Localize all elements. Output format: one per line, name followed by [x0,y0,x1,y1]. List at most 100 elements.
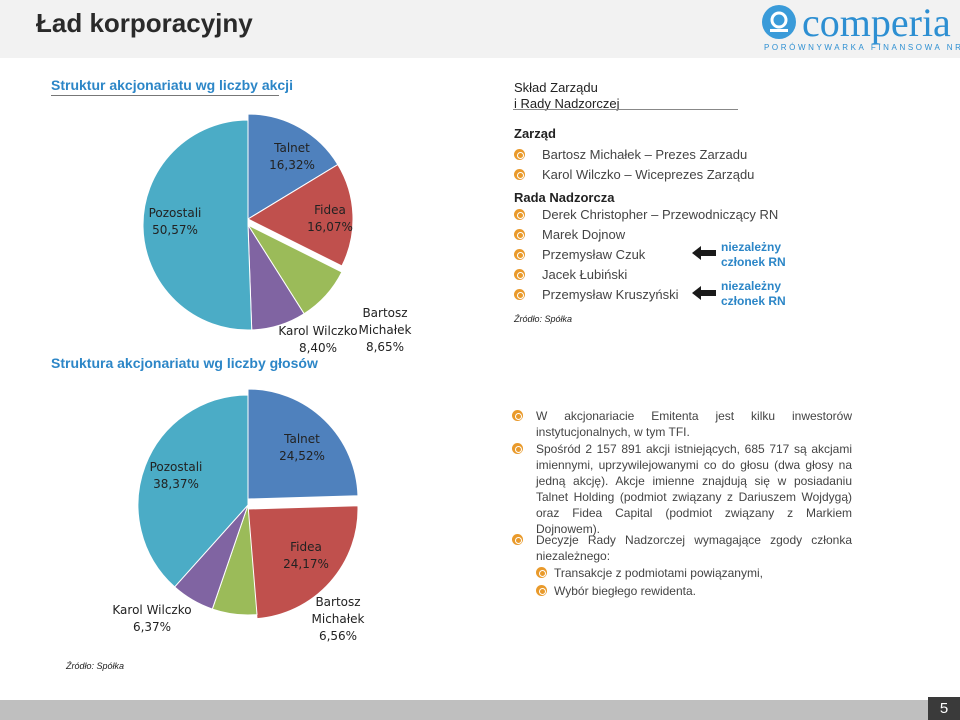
pie2-label-pozostali: Pozostali 38,37% [144,459,208,493]
supervisory-item-text: Przemysław Czuk [542,247,646,262]
info-item: Spośród 2 157 891 akcji istniejących, 68… [512,441,852,537]
info-item-text: Decyzje Rady Nadzorczej wymagające zgody… [536,533,852,563]
pie1-label-bartosz-value: 8,65% [365,340,405,354]
header-bar [0,0,960,58]
bullet-icon [536,585,547,596]
pie2-label-talnet-name: Talnet [284,432,320,446]
pie1-label-pozostali: Pozostali 50,57% [143,205,207,239]
bullet-icon [514,169,525,180]
pie2-label-bartosz-value: 6,56% [318,629,358,643]
pie2-label-wilczko-name: Karol Wilczko [112,603,192,617]
info-subitem: Wybór biegłego rewidenta. [536,583,836,599]
pie1-label-bartosz: Bartosz Michałek 8,65% [350,305,420,356]
supervisory-item: Derek Christopher – Przewodniczący RN [514,207,778,222]
info-subitem-text: Wybór biegłego rewidenta. [554,584,696,598]
pie1-label-bartosz-name1: Bartosz [362,306,408,320]
independent-label-line2: członek RN [721,294,786,308]
info-item: Decyzje Rady Nadzorczej wymagające zgody… [512,532,852,564]
independent-label-line1: niezależny [721,279,782,293]
arrow-left-icon [692,286,716,300]
management-item-text: Karol Wilczko – Wiceprezes Zarządu [542,167,755,182]
pie1-label-talnet-name: Talnet [274,141,310,155]
pie1-label-wilczko-value: 8,40% [298,341,338,355]
supervisory-item-text: Jacek Łubiński [542,267,628,282]
pie2-label-wilczko: Karol Wilczko 6,37% [107,602,197,636]
shares-chart-title: Struktur akcjonariatu wg liczby akcji [51,77,293,93]
board-source: Źródło: Spółka [514,314,573,324]
pie2-label-fidea-name: Fidea [290,540,322,554]
pie1-label-wilczko: Karol Wilczko 8,40% [273,323,363,357]
footer-bar [0,700,960,720]
shares-title-underline [51,95,279,96]
bullet-icon [514,249,525,260]
pie2-label-bartosz-name2: Michałek [311,612,365,626]
bullet-icon [514,209,525,220]
pie2-label-wilczko-value: 6,37% [132,620,172,634]
shares-pie-slice-pozostali [142,119,253,331]
info-item-text: Spośród 2 157 891 akcji istniejących, 68… [536,442,852,536]
info-block: W akcjonariacie Emitenta jest kilku inwe… [512,408,852,608]
pie2-label-bartosz: Bartosz Michałek 6,56% [303,594,373,645]
supervisory-item: Przemysław Kruszyński [514,287,679,302]
pie1-label-pozostali-name: Pozostali [148,206,202,220]
pie2-label-fidea-value: 24,17% [283,557,329,571]
pie1-label-wilczko-name: Karol Wilczko [278,324,358,338]
comperia-logo[interactable]: comperia PORÓWNYWARKA FINANSOWA NR 1 [760,0,960,55]
logo-tagline: PORÓWNYWARKA FINANSOWA NR 1 [764,43,960,52]
board-heading-line1: Skład Zarządu [514,80,598,95]
bullet-icon [512,410,523,421]
shares-pie-slice-fidea [246,163,354,267]
bullet-icon [512,443,523,454]
pie2-label-fidea: Fidea 24,17% [276,539,336,573]
management-item-text: Bartosz Michałek – Prezes Zarzadu [542,147,748,162]
supervisory-title: Rada Nadzorcza [514,190,615,205]
management-title: Zarząd [514,126,556,141]
pie2-label-pozostali-value: 38,37% [153,477,199,491]
supervisory-item: Jacek Łubiński [514,267,627,282]
pie2-label-bartosz-name1: Bartosz [315,595,361,609]
pie1-label-fidea-name: Fidea [314,203,346,217]
pie1-label-fidea: Fidea 16,07% [300,202,360,236]
supervisory-item-text: Derek Christopher – Przewodniczący RN [542,207,779,222]
management-item: Bartosz Michałek – Prezes Zarzadu [514,147,747,162]
independent-label-line1: niezależny [721,240,782,254]
pie2-label-pozostali-name: Pozostali [149,460,203,474]
pie1-label-fidea-value: 16,07% [307,220,353,234]
info-subitem-text: Transakcje z podmiotami powiązanymi, [554,566,763,580]
comperia-logo-icon [762,5,796,39]
pie1-label-bartosz-name2: Michałek [358,323,412,337]
bullet-icon [514,149,525,160]
votes-chart-title: Struktura akcjonariatu wg liczby głosów [51,355,318,371]
shares-pie-slice-talnet [247,113,339,220]
pie2-label-talnet-value: 24,52% [279,449,325,463]
votes-pie-slice-pozostali [137,394,249,588]
page-title: Ład korporacyjny [36,8,253,38]
independent-label-line2: członek RN [721,255,786,269]
independent-member-label-2: niezależny członek RN [721,279,786,309]
info-subitem: Transakcje z podmiotami powiązanymi, [536,565,836,581]
votes-pie-slice-fidea [247,505,359,620]
pie1-label-pozostali-value: 50,57% [152,223,198,237]
page-number: 5 [928,697,960,720]
pie2-label-talnet: Talnet 24,52% [272,431,332,465]
bullet-icon [512,534,523,545]
footer-source: Źródło: Spółka [66,661,125,671]
independent-member-label-1: niezależny członek RN [721,240,786,270]
pie1-label-talnet-value: 16,32% [269,158,315,172]
supervisory-item: Marek Dojnow [514,227,625,242]
board-heading-line2: i Rady Nadzorczej [514,96,620,111]
arrow-left-icon [692,246,716,260]
info-item: W akcjonariacie Emitenta jest kilku inwe… [512,408,852,440]
board-heading: Skład Zarządu i Rady Nadzorczej [514,80,620,112]
bullet-icon [514,269,525,280]
supervisory-item: Przemysław Czuk [514,247,645,262]
board-heading-divider [513,109,738,110]
votes-pie-slice-talnet [247,388,359,500]
management-item: Karol Wilczko – Wiceprezes Zarządu [514,167,754,182]
supervisory-item-text: Marek Dojnow [542,227,626,242]
bullet-icon [514,289,525,300]
pie1-label-talnet: Talnet 16,32% [262,140,322,174]
supervisory-item-text: Przemysław Kruszyński [542,287,679,302]
bullet-icon [514,229,525,240]
